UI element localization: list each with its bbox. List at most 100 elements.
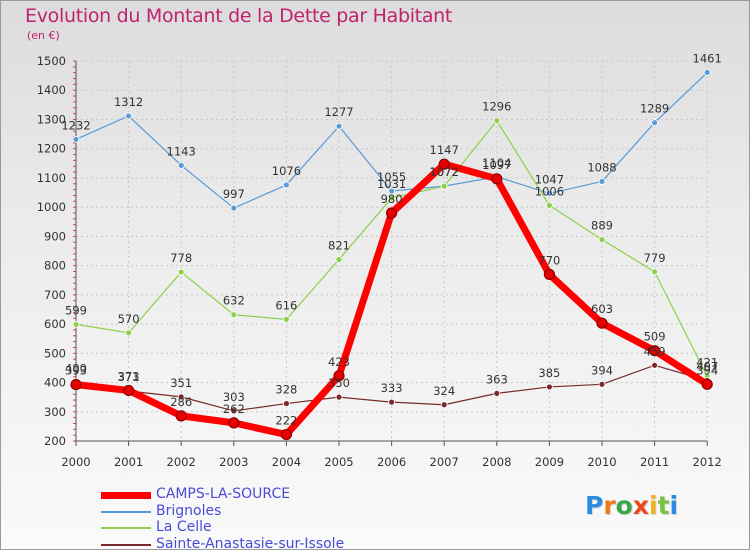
y-tick-label: 1300 bbox=[37, 112, 66, 126]
data-point-camps-la-source bbox=[333, 370, 345, 382]
x-tick-label: 2003 bbox=[219, 455, 248, 469]
data-point-camps-la-source bbox=[122, 384, 135, 397]
data-point-camps-la-source bbox=[491, 173, 503, 185]
data-point-brignoles bbox=[125, 112, 132, 120]
data-label-brignoles: 1277 bbox=[324, 105, 353, 119]
data-point-sainte-anastasie-sur-issole bbox=[546, 383, 553, 391]
data-label-sainte-anastasie-sur-issole: 351 bbox=[170, 376, 192, 390]
x-tick-label: 2010 bbox=[587, 455, 616, 469]
data-point-la-celle bbox=[440, 182, 448, 190]
legend-label-sainte-anastasie-sur-issole: Sainte-Anastasie-sur-Issole bbox=[156, 535, 345, 552]
data-label-brignoles: 1143 bbox=[167, 144, 196, 158]
y-tick-label: 500 bbox=[44, 346, 66, 360]
data-label-camps-la-source: 222 bbox=[275, 414, 297, 428]
y-tick-label: 700 bbox=[44, 288, 66, 302]
data-point-sainte-anastasie-sur-issole bbox=[388, 398, 396, 406]
data-label-sainte-anastasie-sur-issole: 459 bbox=[644, 344, 666, 358]
data-label-brignoles: 1047 bbox=[535, 172, 564, 186]
y-tick-label: 1000 bbox=[37, 200, 66, 214]
logo-letter: x bbox=[632, 491, 649, 520]
data-point-la-celle bbox=[388, 194, 396, 202]
logo-letter: i bbox=[649, 491, 658, 520]
data-label-sainte-anastasie-sur-issole: 400 bbox=[65, 362, 87, 376]
data-point-la-celle bbox=[598, 236, 606, 244]
data-label-camps-la-source: 509 bbox=[644, 330, 666, 344]
data-label-la-celle: 632 bbox=[223, 294, 245, 308]
data-point-camps-la-source bbox=[175, 410, 187, 422]
data-point-brignoles bbox=[651, 119, 658, 127]
data-label-la-celle: 421 bbox=[696, 355, 718, 369]
data-point-la-celle bbox=[546, 201, 553, 209]
data-label-camps-la-source: 423 bbox=[328, 355, 350, 369]
y-tick-label: 1400 bbox=[37, 83, 66, 97]
data-point-brignoles bbox=[335, 122, 343, 130]
data-label-la-celle: 778 bbox=[170, 251, 192, 265]
x-tick-label: 2004 bbox=[272, 455, 301, 469]
data-label-camps-la-source: 980 bbox=[381, 192, 403, 206]
data-point-la-celle bbox=[125, 329, 132, 337]
y-tick-label: 600 bbox=[44, 317, 66, 331]
data-point-brignoles bbox=[388, 187, 396, 195]
data-point-brignoles bbox=[177, 161, 185, 169]
data-label-la-celle: 616 bbox=[275, 298, 297, 312]
proxiti-logo: Proxiti bbox=[585, 491, 678, 520]
y-tick-label: 1100 bbox=[37, 171, 66, 185]
data-label-camps-la-source: 603 bbox=[591, 302, 613, 316]
data-point-la-celle bbox=[651, 268, 658, 276]
data-point-sainte-anastasie-sur-issole bbox=[651, 361, 658, 369]
data-point-sainte-anastasie-sur-issole bbox=[493, 389, 501, 397]
x-tick-label: 2011 bbox=[640, 455, 669, 469]
data-point-sainte-anastasie-sur-issole bbox=[230, 407, 238, 415]
data-point-la-celle bbox=[493, 117, 501, 125]
data-label-sainte-anastasie-sur-issole: 303 bbox=[223, 390, 245, 404]
logo-letter: t bbox=[657, 491, 670, 520]
data-label-la-celle: 570 bbox=[118, 312, 140, 326]
data-label-camps-la-source: 286 bbox=[170, 395, 192, 409]
logo-letter: r bbox=[603, 491, 616, 520]
data-label-la-celle: 1296 bbox=[482, 100, 511, 114]
data-point-sainte-anastasie-sur-issole bbox=[335, 393, 343, 401]
data-point-camps-la-source bbox=[438, 158, 450, 170]
data-point-camps-la-source bbox=[701, 378, 713, 390]
legend-label-brignoles: Brignoles bbox=[156, 502, 222, 519]
x-tick-label: 2012 bbox=[693, 455, 722, 469]
data-label-brignoles: 1232 bbox=[61, 118, 90, 132]
series-lines bbox=[70, 69, 713, 441]
data-point-camps-la-source bbox=[280, 428, 292, 441]
data-label-brignoles: 1055 bbox=[377, 170, 406, 184]
data-label-brignoles: 1072 bbox=[430, 165, 459, 179]
data-label-camps-la-source: 393 bbox=[65, 364, 87, 378]
x-tick-label: 2000 bbox=[61, 455, 90, 469]
y-tick-label: 1200 bbox=[37, 142, 66, 156]
data-point-brignoles bbox=[230, 204, 238, 212]
y-tick-label: 900 bbox=[44, 229, 66, 243]
legend-swatch-la-celle bbox=[101, 527, 151, 529]
x-tick-label: 2002 bbox=[167, 455, 196, 469]
data-label-la-celle: 1072 bbox=[430, 165, 459, 179]
data-label-sainte-anastasie-sur-issole: 363 bbox=[486, 372, 508, 386]
data-label-brignoles: 1088 bbox=[587, 160, 616, 174]
y-tick-label: 200 bbox=[44, 434, 66, 448]
data-label-la-celle: 779 bbox=[644, 251, 666, 265]
data-label-sainte-anastasie-sur-issole: 324 bbox=[433, 384, 455, 398]
data-point-la-celle bbox=[282, 315, 290, 323]
data-label-la-celle: 889 bbox=[591, 219, 613, 233]
x-tick-label: 2007 bbox=[430, 455, 459, 469]
legend-swatch-sainte-anastasie-sur-issole bbox=[101, 543, 151, 546]
data-point-sainte-anastasie-sur-issole bbox=[598, 380, 606, 388]
axes: 200 300 400 500 600 700 800 900 1000 1100 1200 1300… bbox=[37, 54, 722, 469]
chart-unit-label: (en €) bbox=[27, 29, 60, 42]
data-label-camps-la-source: 1147 bbox=[430, 143, 459, 157]
data-point-sainte-anastasie-sur-issole bbox=[440, 401, 448, 409]
data-label-la-celle: 1006 bbox=[535, 184, 564, 198]
data-point-brignoles bbox=[282, 181, 290, 189]
legend-swatch-brignoles bbox=[101, 510, 151, 513]
data-point-camps-la-source bbox=[596, 317, 608, 329]
logo-letter: i bbox=[669, 491, 679, 520]
data-label-brignoles: 1312 bbox=[114, 95, 143, 109]
data-label-camps-la-source: 394 bbox=[696, 363, 718, 377]
x-tick-label: 2008 bbox=[482, 455, 511, 469]
